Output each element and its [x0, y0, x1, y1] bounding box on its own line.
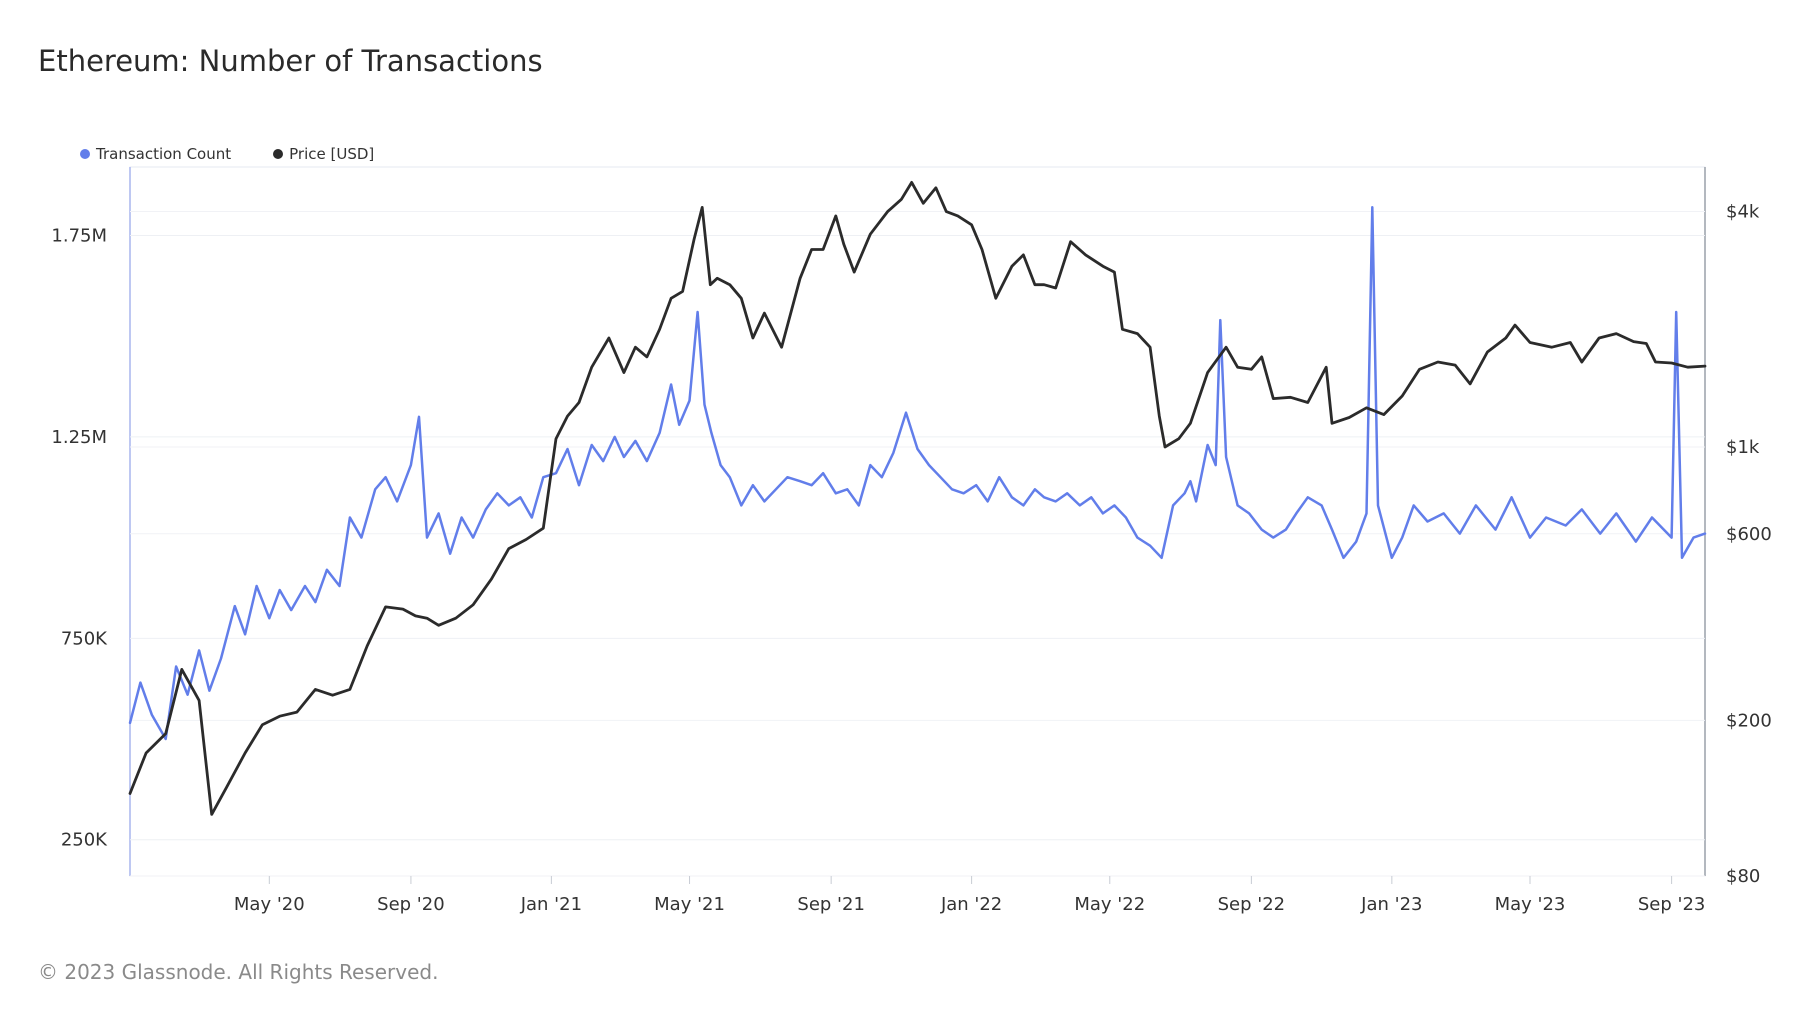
- x-tick-label: Jan '23: [1360, 894, 1422, 915]
- y-left-tick-label: 250K: [61, 830, 108, 851]
- x-tick-label: Sep '23: [1638, 894, 1706, 915]
- x-tick-label: Sep '22: [1218, 894, 1286, 915]
- chart-legend: Transaction Count Price [USD]: [80, 145, 374, 163]
- series-line-transaction-count: [128, 206, 1707, 741]
- legend-item-price[interactable]: Price [USD]: [273, 145, 374, 163]
- legend-label-price: Price [USD]: [289, 145, 375, 163]
- x-tick-label: Jan '21: [520, 894, 582, 915]
- x-tick-label: May '20: [234, 894, 305, 915]
- y-right-tick-label: $1k: [1726, 437, 1760, 458]
- y-right-tick-label: $80: [1726, 866, 1760, 887]
- legend-item-transaction-count[interactable]: Transaction Count: [80, 145, 231, 163]
- x-tick-label: Sep '21: [797, 894, 865, 915]
- y-left-tick-label: 1.25M: [51, 427, 107, 448]
- y-left-tick-label: 750K: [61, 628, 108, 649]
- x-tick-label: Sep '20: [377, 894, 445, 915]
- x-tick-label: May '23: [1495, 894, 1566, 915]
- y-right-tick-label: $200: [1726, 710, 1772, 731]
- copyright-footer: © 2023 Glassnode. All Rights Reserved.: [38, 960, 439, 984]
- x-tick-label: May '22: [1074, 894, 1145, 915]
- y-right-tick-label: $4k: [1726, 202, 1760, 223]
- legend-dot-price: [273, 149, 284, 159]
- legend-dot-transaction-count: [80, 149, 90, 159]
- y-right-tick-label: $600: [1726, 524, 1772, 545]
- x-tick-label: May '21: [654, 894, 725, 915]
- x-tick-label: Jan '22: [940, 894, 1002, 915]
- series-line-price: [128, 181, 1707, 816]
- legend-label-transaction-count: Transaction Count: [96, 145, 232, 163]
- chart-title: Ethereum: Number of Transactions: [38, 44, 543, 78]
- y-left-tick-label: 1.75M: [51, 225, 107, 246]
